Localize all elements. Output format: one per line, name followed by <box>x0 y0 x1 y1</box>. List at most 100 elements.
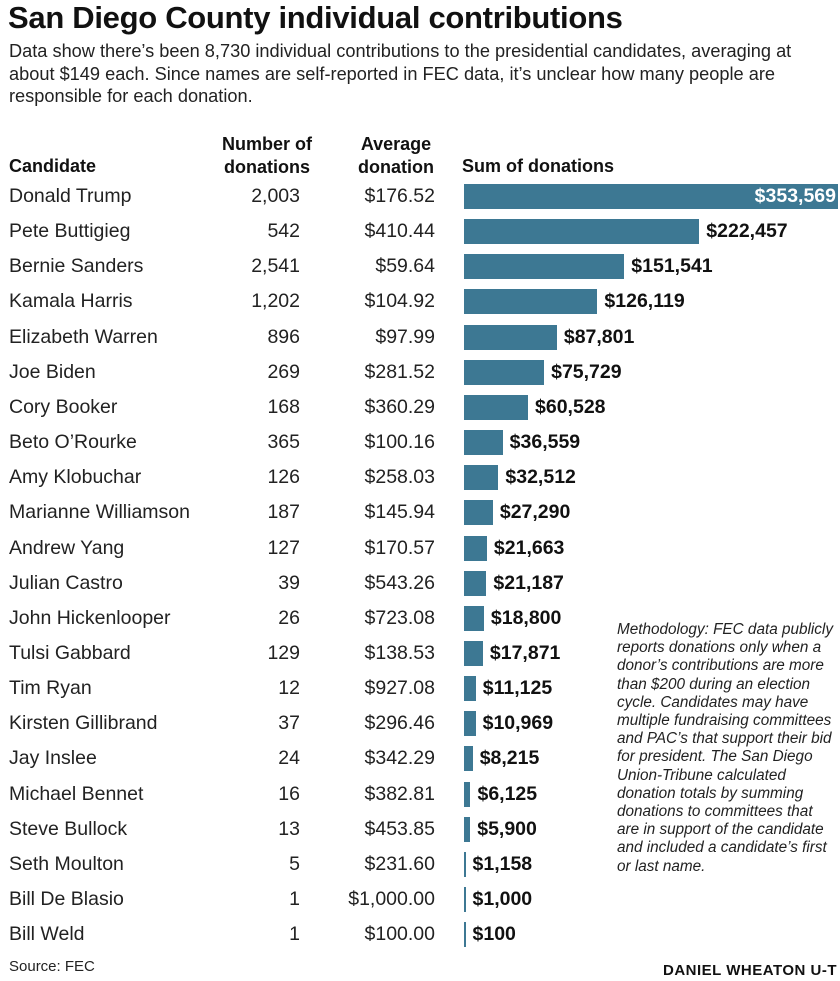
candidate-name: Amy Klobuchar <box>9 466 142 489</box>
average-donation: $543.26 <box>364 571 436 594</box>
sum-bar <box>464 219 700 245</box>
candidate-name: Donald Trump <box>9 185 132 207</box>
sum-bar <box>464 851 466 877</box>
candidate-name: Kirsten Gillibrand <box>9 712 158 735</box>
candidate-name: Julian Castro <box>9 571 123 594</box>
sum-label: $126,119 <box>604 290 685 313</box>
table-row: Kamala Harris 1,202 $104.92 $126,119 <box>0 284 840 319</box>
average-donation: $410.44 <box>364 220 436 243</box>
average-donation: $342.29 <box>364 747 436 770</box>
average-donation: $258.03 <box>364 466 436 489</box>
table-row: Tulsi Gabbard 129 $138.53 $17,871 <box>0 636 840 671</box>
sum-bar <box>464 359 545 385</box>
table-row: John Hickenlooper 26 $723.08 $18,800 <box>0 601 840 636</box>
table-row: Bill Weld 1 $100.00 $100 <box>0 917 840 952</box>
average-donation: $1,000.00 <box>348 888 435 910</box>
sum-bar <box>464 535 487 561</box>
table-row: Bernie Sanders 2,541 $59.64 $151,541 <box>0 249 840 284</box>
donation-count: 1 <box>289 923 300 946</box>
average-donation: $382.81 <box>364 782 436 805</box>
average-donation: $170.57 <box>364 536 436 559</box>
sum-label: $222,457 <box>706 220 788 243</box>
donation-count: 269 <box>267 360 300 383</box>
sum-bar <box>464 289 598 315</box>
table-row: Michael Bennet 16 $382.81 $6,125 <box>0 777 840 812</box>
methodology-note: Methodology: FEC data publicly reports d… <box>617 621 833 875</box>
sum-bar <box>464 746 473 772</box>
donation-count: 542 <box>267 220 300 243</box>
candidate-name: Marianne Williamson <box>9 501 190 524</box>
candidate-name: Pete Buttigieg <box>9 220 131 243</box>
sum-bar <box>464 465 499 491</box>
candidate-name: John Hickenlooper <box>9 606 171 629</box>
sum-bar <box>464 430 503 456</box>
table-row: Joe Biden 269 $281.52 $75,729 <box>0 355 840 390</box>
candidate-name: Joe Biden <box>9 360 96 383</box>
donation-count: 24 <box>278 747 300 770</box>
sum-label: $21,663 <box>493 536 565 559</box>
average-donation: $100.16 <box>364 431 436 454</box>
sum-label: $21,187 <box>493 571 564 594</box>
header-sum-of-donations: Sum of donations <box>462 156 614 176</box>
donation-count: 168 <box>267 395 300 418</box>
sum-label: $6,125 <box>477 782 538 805</box>
sum-label: $1,000 <box>472 888 533 910</box>
sum-bar <box>464 605 484 631</box>
donation-count: 5 <box>289 852 300 875</box>
header-number-of-donations: Number of donations <box>222 134 312 177</box>
sum-label: $5,900 <box>477 817 537 840</box>
sum-label: $100 <box>472 923 516 946</box>
average-donation: $723.08 <box>364 606 436 629</box>
average-donation: $296.46 <box>364 712 436 735</box>
average-donation: $59.64 <box>375 255 435 278</box>
sum-bar <box>464 816 471 842</box>
average-donation: $360.29 <box>364 395 436 418</box>
sum-bar <box>464 254 625 280</box>
donation-count: 26 <box>278 606 300 629</box>
sum-bar <box>464 922 466 948</box>
donation-count: 365 <box>267 431 300 454</box>
header-average-donation: Average donation <box>358 134 434 177</box>
candidate-name: Jay Inslee <box>9 747 97 770</box>
average-donation: $231.60 <box>364 852 436 875</box>
sum-label: $11,125 <box>482 677 553 700</box>
candidate-name: Seth Moulton <box>9 852 124 875</box>
table-row: Amy Klobuchar 126 $258.03 $32,512 <box>0 460 840 495</box>
sum-label: $32,512 <box>505 466 576 489</box>
donation-count: 2,003 <box>251 185 300 207</box>
donation-count: 1 <box>289 888 300 910</box>
sum-bar <box>464 711 476 737</box>
sum-bar <box>464 184 838 209</box>
donation-count: 12 <box>278 677 300 700</box>
table-row: Andrew Yang 127 $170.57 $21,663 <box>0 531 840 566</box>
donation-count: 16 <box>278 782 300 805</box>
sum-label: $75,729 <box>551 360 622 383</box>
average-donation: $138.53 <box>364 641 436 664</box>
table-row: Pete Buttigieg 542 $410.44 $222,457 <box>0 214 840 249</box>
chart-title: San Diego County individual contribution… <box>8 0 623 35</box>
average-donation: $104.92 <box>364 290 436 313</box>
table-row: Bill De Blasio 1 $1,000.00 $1,000 <box>0 882 840 917</box>
credit-line: DANIEL WHEATON U-T <box>663 962 837 979</box>
sum-bar <box>464 394 529 420</box>
sum-label: $60,528 <box>535 395 606 418</box>
table-row: Donald Trump 2,003 $176.52 $353,569 <box>0 179 840 214</box>
sum-bar <box>464 640 483 666</box>
average-donation: $453.85 <box>364 817 436 840</box>
average-donation: $281.52 <box>364 360 436 383</box>
sum-bar <box>464 887 466 912</box>
source-note: Source: FEC <box>9 958 95 975</box>
candidate-name: Michael Bennet <box>9 782 144 805</box>
average-donation: $927.08 <box>364 677 436 700</box>
sum-bar <box>464 676 476 702</box>
candidate-name: Steve Bullock <box>9 817 128 840</box>
table-row: Steve Bullock 13 $453.85 $5,900 <box>0 812 840 847</box>
sum-bar <box>464 324 557 350</box>
donation-count: 127 <box>267 536 300 559</box>
sum-label: $87,801 <box>563 325 635 348</box>
average-donation: $100.00 <box>364 923 436 946</box>
donation-count: 126 <box>267 466 300 489</box>
donation-count: 896 <box>267 325 300 348</box>
sum-label: $8,215 <box>479 747 540 770</box>
sum-label: $17,871 <box>489 641 561 664</box>
